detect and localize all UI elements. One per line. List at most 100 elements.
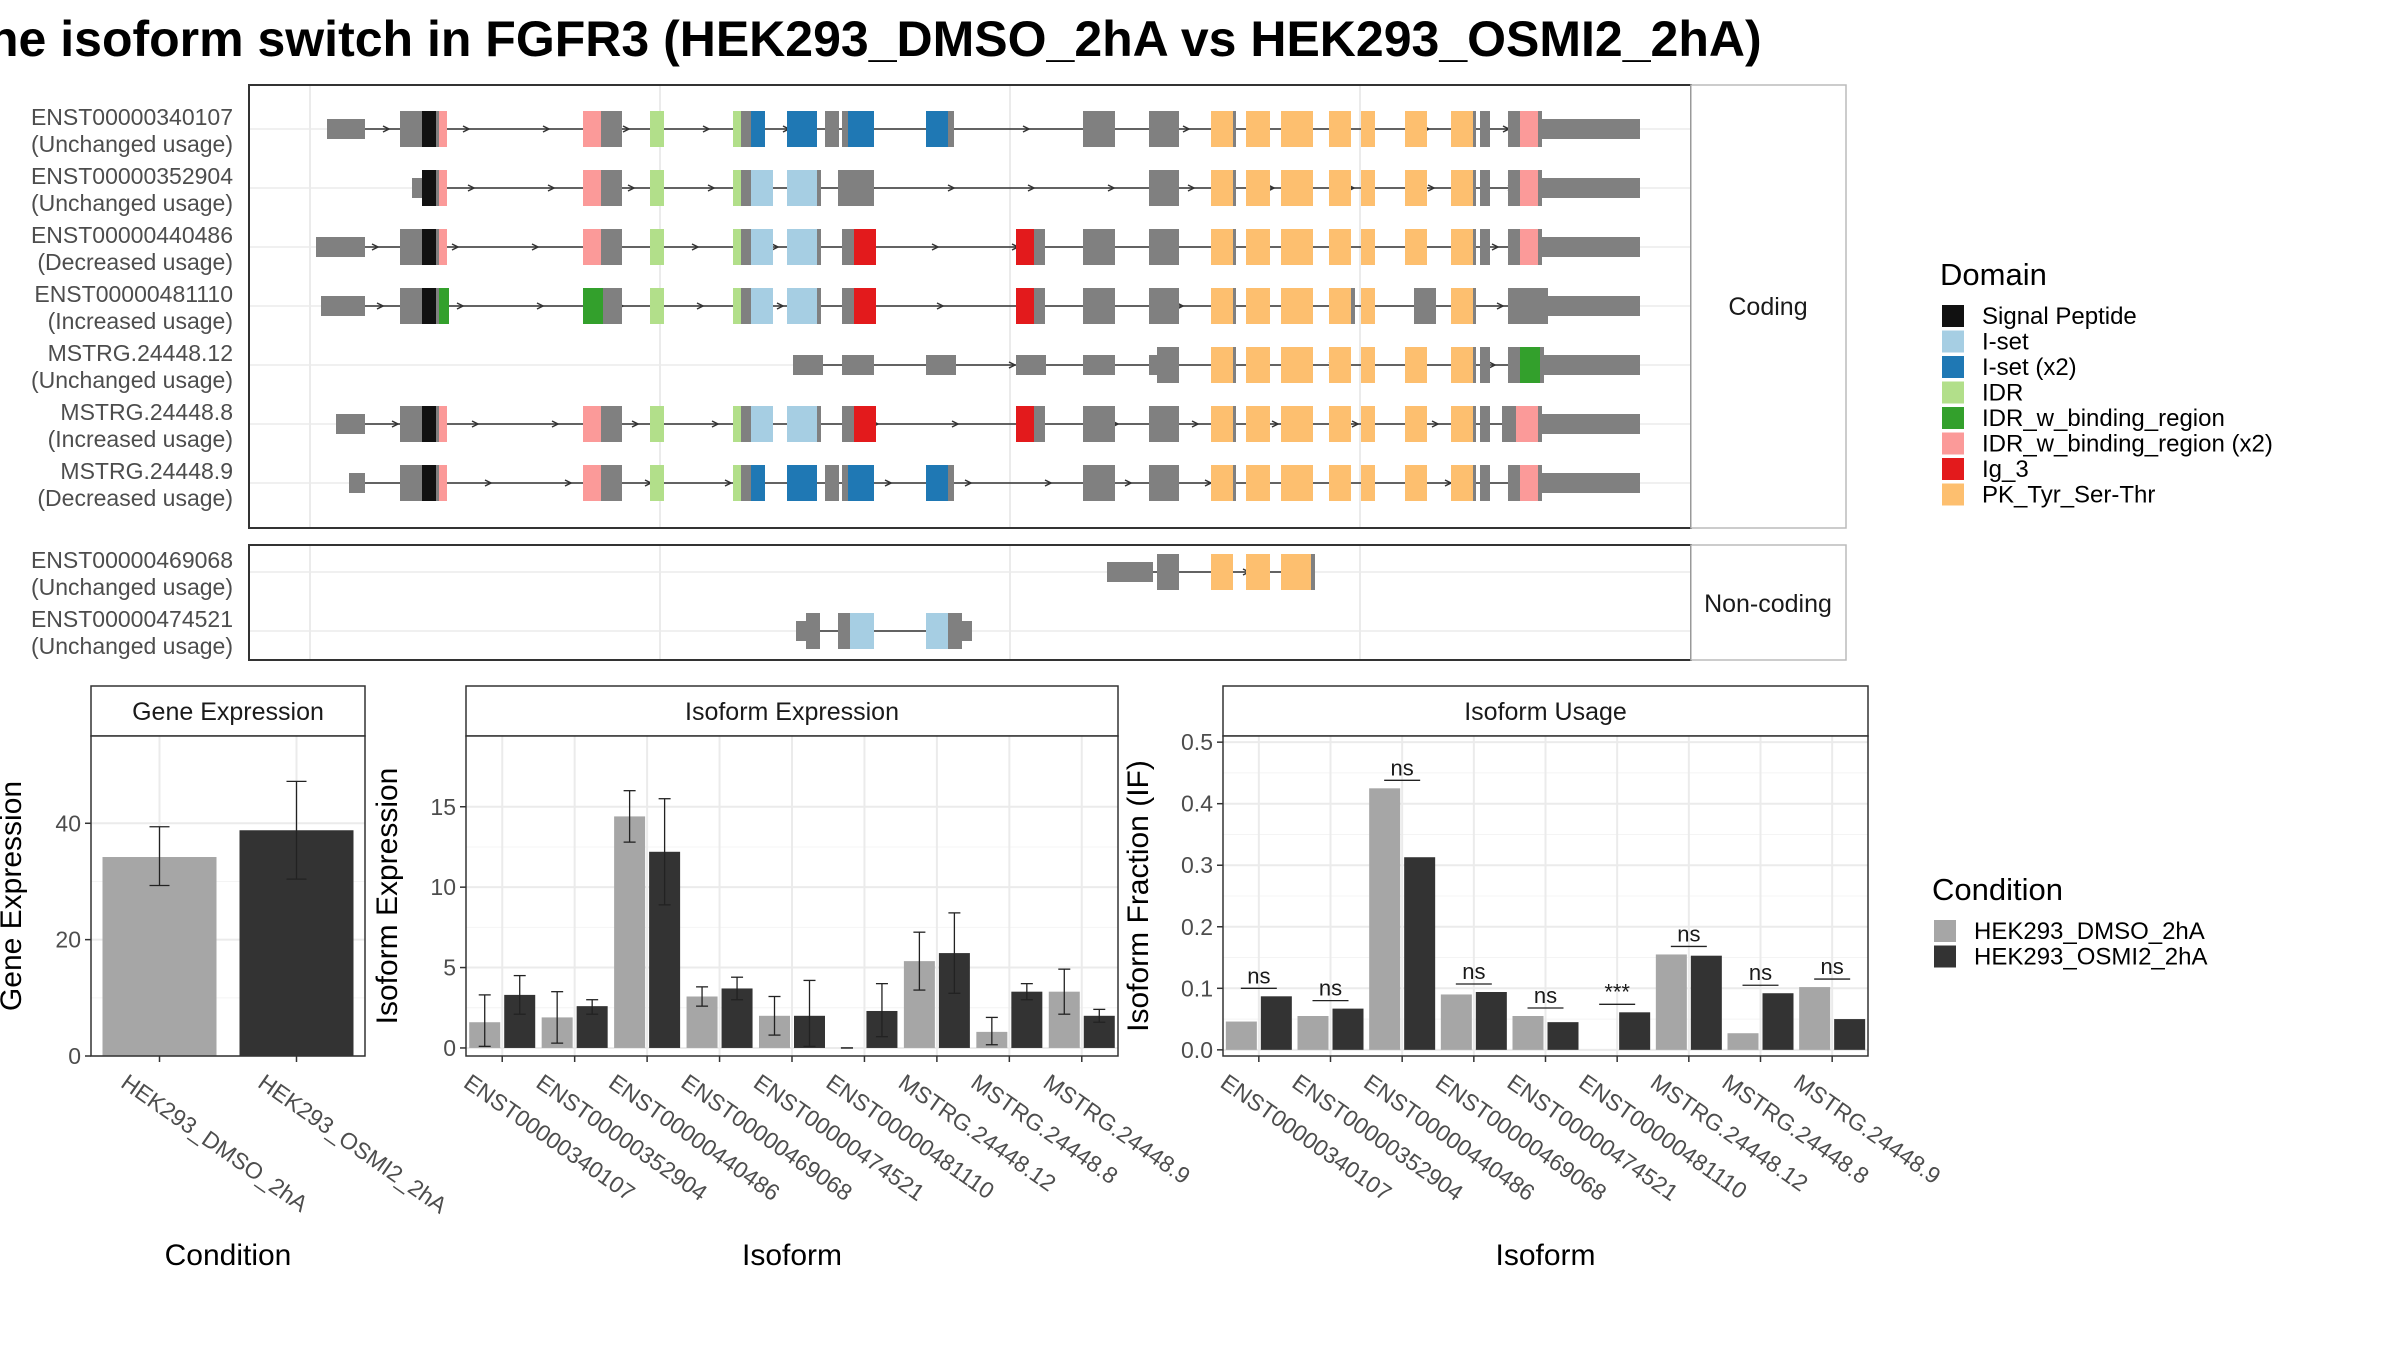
exon <box>412 178 422 198</box>
exon <box>1480 111 1490 147</box>
domain-block <box>1211 465 1233 501</box>
exon <box>1540 355 1640 375</box>
domain-block <box>1281 406 1313 442</box>
domain-block <box>1329 347 1351 383</box>
bar <box>1297 1016 1329 1050</box>
domain-block <box>1451 229 1473 265</box>
domain-block <box>1211 554 1233 590</box>
significance-label: ns <box>1677 921 1700 946</box>
domain-block <box>787 406 817 442</box>
exon <box>948 111 954 147</box>
intron-arrow <box>1191 420 1200 428</box>
panel-border <box>1222 735 1869 1057</box>
domain-block <box>1211 288 1233 324</box>
exon <box>1233 465 1236 501</box>
exon <box>601 465 622 501</box>
y-tick-label: 5 <box>443 955 456 981</box>
domain-block <box>1361 288 1375 324</box>
exon <box>1473 229 1476 265</box>
y-axis-title: Gene Expression <box>0 781 28 1011</box>
domain-legend-label: I-set <box>1982 329 2029 356</box>
condition-legend-swatch <box>1934 945 1956 968</box>
domain-legend-label: PK_Tyr_Ser-Thr <box>1982 482 2155 509</box>
exon <box>1034 229 1045 265</box>
panel-title: Gene Expression <box>132 698 324 726</box>
exon <box>1540 473 1640 493</box>
domain-legend-label: IDR_w_binding_region (x2) <box>1982 431 2273 458</box>
y-tick-label: 0.3 <box>1181 852 1213 878</box>
exon <box>1480 406 1490 442</box>
domain-block <box>1246 347 1270 383</box>
domain-block <box>850 613 874 649</box>
domain-block <box>926 613 948 649</box>
significance-label: ns <box>1749 960 1772 985</box>
domain-block <box>751 465 765 501</box>
domain-block <box>1520 111 1538 147</box>
domain-block <box>1281 288 1313 324</box>
intron-arrow <box>707 184 716 192</box>
domain-block <box>583 288 603 324</box>
bar <box>1475 992 1507 1050</box>
exon <box>1149 170 1179 206</box>
domain-block <box>1361 406 1375 442</box>
bar <box>1011 991 1043 1048</box>
domain-block <box>854 406 876 442</box>
intron-arrow <box>547 184 556 192</box>
domain-block <box>751 170 773 206</box>
intron-arrow <box>1124 479 1133 487</box>
panel-title: Isoform Usage <box>1464 698 1627 726</box>
domain-block <box>787 229 817 265</box>
exon <box>1233 170 1236 206</box>
exon <box>1233 347 1236 383</box>
domain-block <box>1211 347 1233 383</box>
panel-border <box>90 735 366 1057</box>
condition-legend-title: Condition <box>1932 872 2063 907</box>
intron-arrow <box>1271 420 1280 428</box>
panel-border <box>465 735 1119 1057</box>
domain-block <box>1246 170 1270 206</box>
domain-block <box>733 111 741 147</box>
exon <box>1149 288 1179 324</box>
intron-arrow <box>947 184 956 192</box>
significance-label: ns <box>1319 976 1342 1001</box>
exon <box>1480 229 1490 265</box>
significance-label: ns <box>1391 755 1414 780</box>
bar <box>1332 1008 1364 1050</box>
domain-block <box>1405 170 1427 206</box>
domain-block <box>1405 406 1427 442</box>
intron-arrow <box>551 420 560 428</box>
transcript-label: MSTRG.24448.12 <box>48 340 233 366</box>
domain-block <box>1361 229 1375 265</box>
exon <box>436 111 439 147</box>
condition-legend-label: HEK293_OSMI2_2hA <box>1974 944 2207 971</box>
exon <box>1480 465 1490 501</box>
bar <box>1260 996 1292 1050</box>
exon <box>806 613 820 649</box>
bar <box>1762 993 1794 1050</box>
transcript-usage-label: (Increased usage) <box>48 426 233 452</box>
domain-block <box>1361 170 1375 206</box>
domain-block <box>787 465 817 501</box>
exon <box>842 406 854 442</box>
condition-legend-label: HEK293_DMSO_2hA <box>1974 918 2205 945</box>
domain-block <box>1329 406 1351 442</box>
domain-legend-swatch <box>1942 432 1964 455</box>
domain-block <box>1520 170 1538 206</box>
domain-block <box>854 288 876 324</box>
panel-strip <box>465 685 1119 737</box>
domain-legend-swatch <box>1942 381 1964 404</box>
domain-block <box>787 288 817 324</box>
y-tick-label: 0.5 <box>1181 729 1213 755</box>
bar <box>102 857 217 1056</box>
domain-block <box>650 229 664 265</box>
significance-label: ns <box>1534 983 1557 1008</box>
domain-block <box>751 288 773 324</box>
exon <box>948 613 962 649</box>
domain-block <box>1329 465 1351 501</box>
exon <box>321 296 365 316</box>
intron-arrow <box>484 479 493 487</box>
exon <box>436 288 439 324</box>
exon <box>1473 406 1476 442</box>
exon <box>926 355 956 375</box>
